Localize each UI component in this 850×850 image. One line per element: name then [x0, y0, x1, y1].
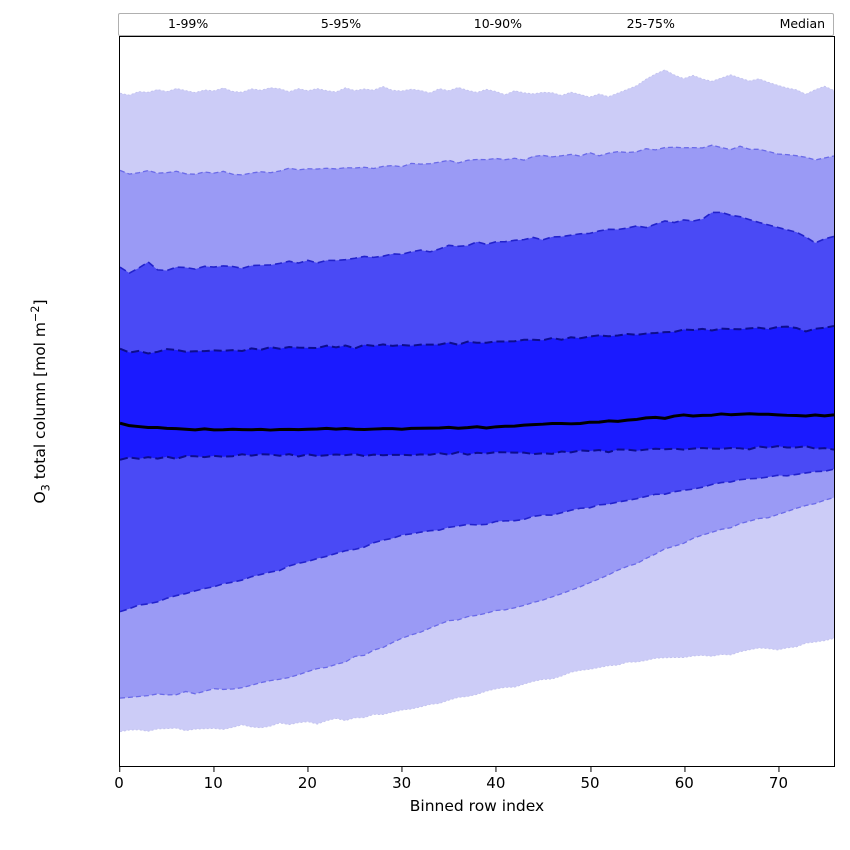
band-edge-upper-1-99-: [120, 69, 834, 98]
x-tick-label: 0: [114, 767, 124, 792]
x-tick-label: 60: [675, 767, 694, 792]
band-edge-upper-25-75-: [120, 324, 834, 355]
x-tick-label: 20: [298, 767, 317, 792]
x-tick-mark: [684, 767, 686, 772]
legend-entry-10-90-[interactable]: 10-90%: [433, 18, 586, 31]
plot-area: [119, 36, 835, 767]
legend-label: 25-75%: [626, 16, 675, 32]
legend-label: 1-99%: [168, 16, 209, 32]
x-tick-label: 40: [486, 767, 505, 792]
legend-label: Median: [779, 16, 826, 32]
x-tick-label: 50: [581, 767, 600, 792]
band-edge-upper-5-95-: [120, 144, 834, 176]
chart-legend: 1-99% 5-95% 10-90% 25-75% Median: [118, 13, 834, 36]
legend-entry-25-75-[interactable]: 25-75%: [586, 18, 739, 31]
band-edge-upper-10-90-: [120, 211, 834, 274]
legend-label: 10-90%: [473, 16, 522, 32]
x-tick-mark: [213, 767, 215, 772]
band-edge-lower-10-90-: [120, 468, 834, 613]
band-fill-25-75-: [120, 325, 834, 460]
band-edge-lower-5-95-: [120, 496, 834, 699]
x-tick-label: 30: [392, 767, 411, 792]
plot-svg: [120, 69, 834, 733]
legend-entry-5-95-[interactable]: 5-95%: [280, 18, 433, 31]
x-tick-mark: [401, 767, 403, 772]
x-tick-mark: [307, 767, 309, 772]
x-tick-mark: [590, 767, 592, 772]
x-tick-mark: [118, 767, 121, 772]
legend-entry-median[interactable]: Median: [739, 18, 825, 31]
x-tick-label: 10: [204, 767, 223, 792]
x-axis-label: Binned row index: [409, 797, 545, 815]
x-tick-mark: [495, 767, 497, 772]
median-line: [120, 412, 834, 432]
legend-entry-1-99-[interactable]: 1-99%: [127, 18, 280, 31]
band-edge-lower-1-99-: [120, 637, 834, 733]
x-tick-mark: [778, 767, 780, 772]
y-axis-label-text: O3 total column [mol m−2]: [29, 299, 53, 504]
band-edge-lower-25-75-: [120, 445, 834, 461]
legend-label: 5-95%: [320, 16, 362, 32]
y-axis-label: O3 total column [mol m−2]: [29, 36, 53, 767]
x-tick-label: 70: [769, 767, 788, 792]
